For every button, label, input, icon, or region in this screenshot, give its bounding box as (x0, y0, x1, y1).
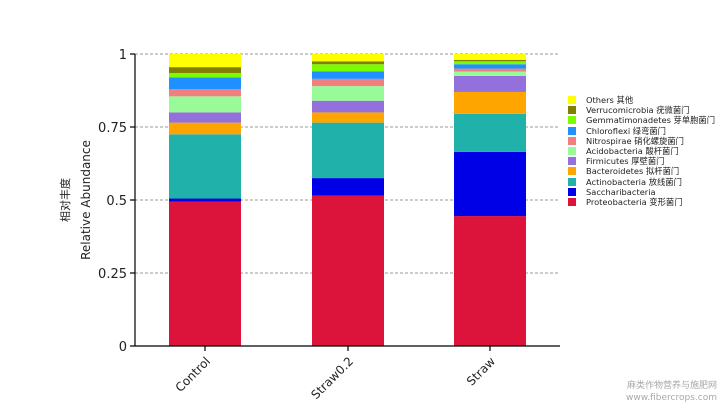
legend-swatch (568, 197, 576, 206)
legend-label: Chloroflexi 绿弯菌门 (586, 125, 666, 136)
bar-segment (169, 122, 241, 135)
legend-item: Gemmatimonadetes 芽单胞菌门 (568, 115, 715, 125)
y-tick-label: 0.25 (98, 267, 127, 282)
legend-item: Firmicutes 厚壁菌门 (568, 156, 715, 166)
legend-swatch (568, 96, 576, 105)
bar-segment (454, 216, 526, 346)
legend-item: Bacteroidetes 拟杆菌门 (568, 166, 715, 176)
bar-segment (312, 86, 384, 101)
bar-segment (454, 54, 526, 60)
legend-label: Others 其他 (586, 95, 634, 106)
legend-item: Saccharibacteria (568, 187, 715, 197)
bar-segment (169, 77, 241, 90)
bar-segment (454, 59, 526, 62)
bar-segment (454, 91, 526, 114)
bar-segment (454, 75, 526, 92)
x-tick-label: Straw (464, 354, 498, 388)
bar-segment (169, 201, 241, 346)
bars (169, 54, 526, 346)
legend-label: Firmicutes 厚壁菌门 (586, 156, 665, 167)
bar-segment (169, 198, 241, 202)
y-axis-label: Relative Abundance (79, 140, 93, 260)
legend-label: Saccharibacteria (586, 186, 656, 197)
bar-segment (454, 61, 526, 65)
bar-segment (169, 54, 241, 68)
bar-segment (312, 122, 384, 179)
legend-label: Verrucomicrobia 疣微菌门 (586, 105, 690, 116)
legend-swatch (568, 147, 576, 156)
y-tick-label: 1 (119, 48, 127, 63)
bar-segment (312, 178, 384, 196)
watermark-url: www.fibercrops.com (626, 393, 717, 403)
bar-segment (312, 71, 384, 79)
y-tick-label: 0 (119, 340, 127, 355)
bar-segment (312, 54, 384, 62)
bar-segment (169, 89, 241, 97)
bar-segment (454, 64, 526, 69)
legend-swatch (568, 116, 576, 125)
watermark-cn: 麻类作物营养与施肥网 (626, 381, 717, 391)
bar-segment (312, 61, 384, 65)
bar-segment (312, 100, 384, 113)
bar-segment (312, 64, 384, 72)
y-tick-label: 0.5 (106, 194, 127, 209)
legend-swatch (568, 177, 576, 186)
x-ticks: Control Straw0.2 Straw (173, 346, 498, 402)
legend-item: Nitrospirae 硝化螺旋菌门 (568, 136, 715, 146)
y-ticks: 0 0.25 0.5 0.75 1 (98, 48, 135, 355)
watermark: 麻类作物营养与施肥网 www.fibercrops.com (626, 380, 717, 404)
x-tick-label: Straw0.2 (308, 354, 356, 402)
bar-segment (454, 71, 526, 76)
bar-segment (454, 151, 526, 217)
legend-label: Nitrospirae 硝化螺旋菌门 (586, 135, 684, 146)
bar-segment (312, 195, 384, 346)
legend-label: Gemmatimonadetes 芽单胞菌门 (586, 115, 716, 126)
legend-item: Chloroflexi 绿弯菌门 (568, 126, 715, 136)
legend-item: Verrucomicrobia 疣微菌门 (568, 105, 715, 115)
legend-item: Others 其他 (568, 95, 715, 105)
bar-segment (169, 96, 241, 113)
legend: Others 其他 Verrucomicrobia 疣微菌门 Gemmatimona… (568, 95, 715, 207)
legend-swatch (568, 187, 576, 196)
legend-item: Acidobacteria 酸杆菌门 (568, 146, 715, 156)
legend-label: Acidobacteria 酸杆菌门 (586, 146, 679, 157)
legend-item: Actinobacteria 放线菌门 (568, 177, 715, 187)
bar-segment (169, 112, 241, 123)
bar-segment (169, 72, 241, 78)
legend-swatch (568, 126, 576, 135)
legend-swatch (568, 136, 576, 145)
legend-label: Actinobacteria 放线菌门 (586, 176, 682, 187)
bar-segment (169, 67, 241, 73)
bar-segment (312, 78, 384, 87)
legend-item: Proteobacteria 变形菌门 (568, 197, 715, 207)
x-tick-label: Control (173, 354, 214, 395)
bar-segment (454, 68, 526, 72)
legend-swatch (568, 106, 576, 115)
legend-label: Bacteroidetes 拟杆菌门 (586, 166, 680, 177)
y-axis-label-cn: 相对丰度 (58, 178, 72, 222)
bar-segment (169, 134, 241, 199)
legend-swatch (568, 157, 576, 166)
y-tick-label: 0.75 (98, 121, 127, 136)
legend-label: Proteobacteria 变形菌门 (586, 196, 683, 207)
bar-segment (454, 113, 526, 152)
legend-swatch (568, 167, 576, 176)
bar-segment (312, 112, 384, 123)
